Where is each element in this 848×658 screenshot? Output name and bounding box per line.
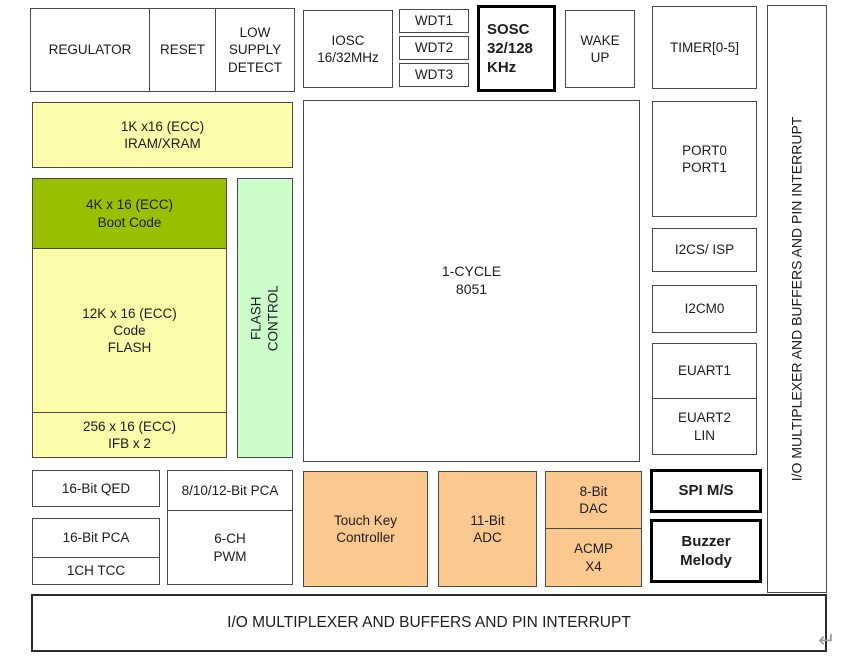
block-wake-up: WAKE UP [565,10,635,88]
regulator-label: REGULATOR [48,42,132,58]
block-i2cs-isp: I2CS/ ISP [652,228,757,272]
block-acmp: ACMP X4 [546,528,641,586]
block-buzzer-melody: Buzzer Melody [650,519,762,583]
cpu-label: 1-CYCLE 8051 [441,263,502,297]
return-mark-glyph: ↵ [818,629,836,652]
touch-key-label: Touch Key Controller [333,512,398,545]
boot-code-label: 4K x 16 (ECC) Boot Code [85,197,174,230]
block-adc: 11-Bit ADC [438,471,537,587]
io-mux-bottom-label: I/O MULTIPLEXER AND BUFFERS AND PIN INTE… [227,614,631,632]
tcc-label: 1CH TCC [66,563,126,579]
iram-xram-label: 1K x16 (ECC) IRAM/XRAM [120,118,205,151]
iosc-label: IOSC 16/32MHz [317,32,379,65]
flash-memory-block: 4K x 16 (ECC) Boot Code 12K x 16 (ECC) C… [32,178,227,458]
block-timer: TIMER[0-5] [652,6,757,89]
dac-label: 8-Bit DAC [579,483,608,516]
flash-control-label: FLASH CONTROL [248,284,282,352]
block-cpu-8051: 1-CYCLE 8051 [303,100,640,462]
block-16bit-qed: 16-Bit QED [32,470,160,507]
code-flash-label: 12K x 16 (ECC) Code FLASH [82,305,177,356]
spi-label: SPI M/S [678,482,734,500]
block-wdt3: WDT3 [399,63,469,87]
dac-acmp-block: 8-Bit DAC ACMP X4 [545,471,642,587]
block-port0-port1: PORT0 PORT1 [652,101,757,217]
reset-label: RESET [159,42,205,58]
power-group-block: REGULATOR RESET LOW SUPPLY DETECT [30,8,295,92]
pca-tcc-block: 16-Bit PCA 1CH TCC [32,518,160,585]
block-touch-key: Touch Key Controller [303,471,428,587]
block-iosc: IOSC 16/32MHz [303,10,393,88]
low-supply-detect-label: LOW SUPPLY DETECT [228,25,282,75]
block-euart2-lin: EUART2 LIN [653,398,756,454]
block-6ch-pwm: 6-CH PWM [168,510,292,584]
block-1ch-tcc: 1CH TCC [33,557,159,584]
block-wdt2: WDT2 [399,36,469,60]
block-16bit-pca: 16-Bit PCA [33,519,159,557]
block-flash-control: FLASH CONTROL [237,178,293,458]
wdt3-label: WDT3 [414,67,454,83]
euart-block: EUART1 EUART2 LIN [652,343,757,455]
ports-label: PORT0 PORT1 [682,142,727,175]
qed-label: 16-Bit QED [61,480,131,496]
i2cs-isp-label: I2CS/ ISP [674,242,735,258]
i2cm0-label: I2CM0 [684,301,725,317]
sosc-label: SOSC 32/128 KHz [487,20,533,77]
timer-label: TIMER[0-5] [669,39,739,55]
block-dac: 8-Bit DAC [546,472,641,528]
ifb-label: 256 x 16 (ECC) IFB x 2 [82,418,177,451]
wdt2-label: WDT2 [414,40,454,56]
block-boot-code: 4K x 16 (ECC) Boot Code [33,179,226,248]
block-sosc: SOSC 32/128 KHz [477,5,556,92]
block-reset: RESET [149,9,215,91]
block-iram-xram: 1K x16 (ECC) IRAM/XRAM [32,102,293,168]
pwm-label: 6-CH PWM [213,531,247,564]
block-adv-pca: 8/10/12-Bit PCA [168,471,292,510]
block-io-mux-bottom: I/O MULTIPLEXER AND BUFFERS AND PIN INTE… [31,594,827,652]
buzzer-melody-label: Buzzer Melody [680,532,732,569]
euart2-lin-label: EUART2 LIN [677,410,732,443]
block-spi: SPI M/S [650,469,762,513]
io-mux-right-label: I/O MULTIPLEXER AND BUFFERS AND PIN INTE… [788,116,805,482]
wake-up-label: WAKE UP [580,32,620,65]
wdt1-label: WDT1 [414,13,454,29]
pca16-label: 16-Bit PCA [62,530,130,546]
block-low-supply-detect: LOW SUPPLY DETECT [215,9,294,91]
block-regulator: REGULATOR [31,9,149,91]
block-i2cm0: I2CM0 [652,285,757,333]
acmp-label: ACMP X4 [573,541,613,574]
euart1-label: EUART1 [677,363,732,379]
block-wdt1: WDT1 [399,9,469,33]
block-io-mux-right: I/O MULTIPLEXER AND BUFFERS AND PIN INTE… [767,5,827,593]
block-ifb: 256 x 16 (ECC) IFB x 2 [33,412,226,457]
adv-pca-label: 8/10/12-Bit PCA [181,482,279,498]
adc-label: 11-Bit ADC [470,512,505,545]
block-euart1: EUART1 [653,344,756,398]
block-code-flash: 12K x 16 (ECC) Code FLASH [33,248,226,412]
pca-pwm-block: 8/10/12-Bit PCA 6-CH PWM [167,470,293,585]
